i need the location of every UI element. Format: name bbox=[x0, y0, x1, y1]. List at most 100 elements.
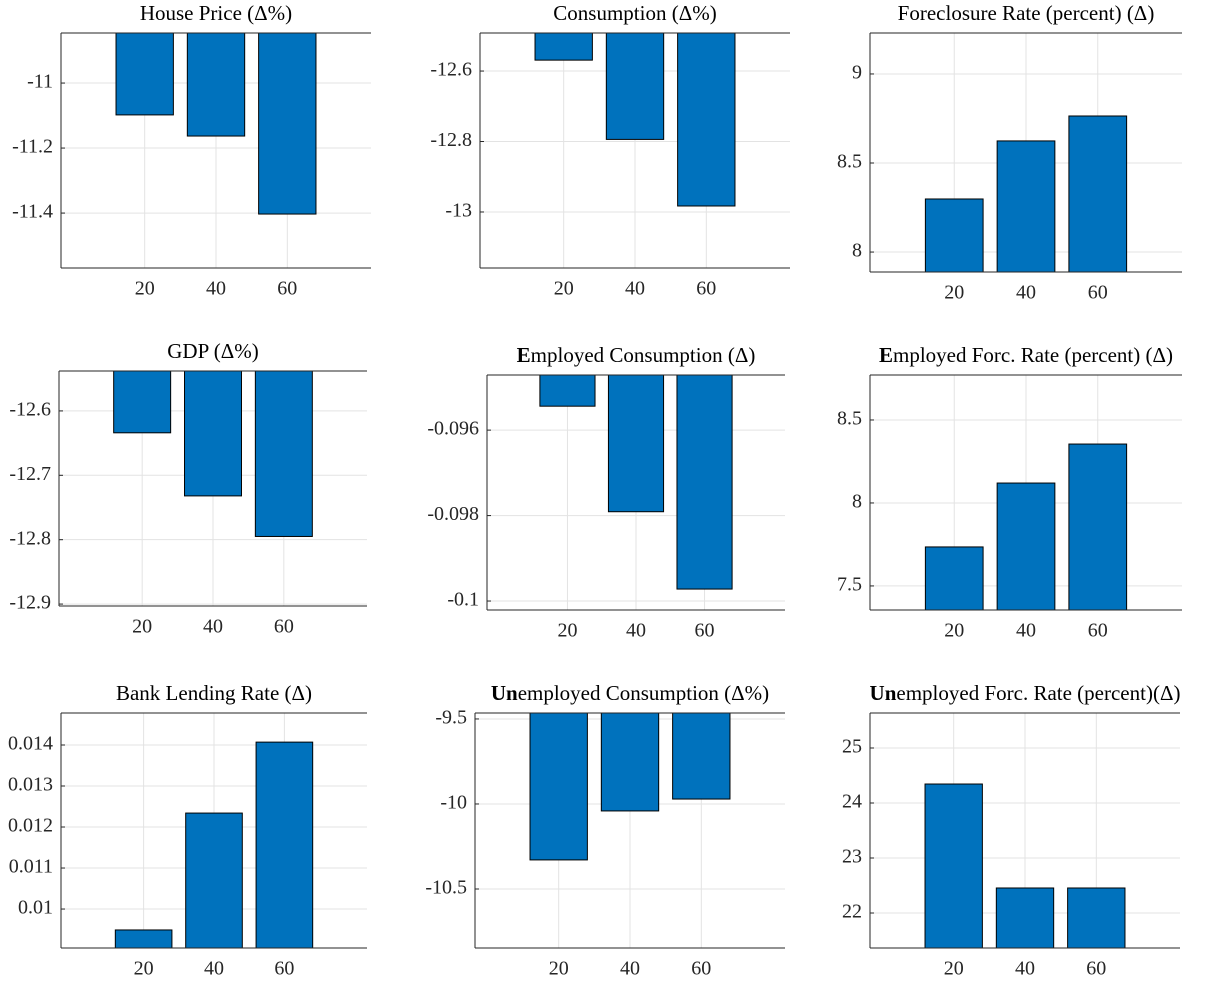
x-tick-label: 60 bbox=[1088, 620, 1108, 642]
panel-title: Consumption (Δ%) bbox=[553, 1, 716, 25]
x-tick-label: 20 bbox=[944, 958, 964, 980]
panel-title: Employed Forc. Rate (percent) (Δ) bbox=[879, 343, 1173, 367]
x-tick-label: 60 bbox=[695, 620, 715, 642]
y-tick-label: -13 bbox=[445, 200, 472, 222]
y-tick-label: -9.5 bbox=[435, 707, 467, 729]
x-tick-label: 60 bbox=[274, 616, 294, 638]
panel: House Price (Δ%) -11.4 -11.2 -11 20 40 60 bbox=[12, 1, 371, 300]
panel: Unemployed Consumption (Δ%) -10.5 -10 -9.5 2… bbox=[425, 681, 785, 980]
bar bbox=[186, 32, 246, 137]
y-tick-label: -12.6 bbox=[9, 399, 51, 421]
panel-title: Unemployed Forc. Rate (percent)(Δ) bbox=[870, 681, 1181, 705]
bar bbox=[677, 32, 736, 207]
x-tick-label: 40 bbox=[206, 278, 226, 300]
title-bold: E bbox=[879, 343, 893, 367]
y-tick-label: -11.4 bbox=[12, 201, 53, 223]
panel: Bank Lending Rate (Δ) 0.01 0.011 0.012 0.013… bbox=[8, 681, 367, 980]
y-tick-label: 23 bbox=[842, 846, 862, 868]
bar bbox=[258, 32, 317, 215]
y-tick-label: 8 bbox=[852, 240, 862, 262]
bar bbox=[924, 546, 984, 611]
y-tick-label: -0.098 bbox=[427, 503, 479, 525]
y-tick-label: 8 bbox=[852, 491, 862, 513]
bar bbox=[529, 712, 588, 861]
bar bbox=[924, 783, 983, 949]
y-tick-label: -10 bbox=[440, 792, 467, 814]
bar bbox=[600, 712, 660, 812]
x-tick-label: 60 bbox=[274, 958, 294, 980]
y-tick-label: 0.014 bbox=[8, 733, 53, 755]
x-tick-label: 60 bbox=[696, 278, 716, 300]
x-tick-label: 40 bbox=[626, 620, 646, 642]
panel-title: House Price (Δ%) bbox=[140, 1, 292, 25]
panel: Employed Forc. Rate (percent) (Δ) 7.5 8 8.5… bbox=[837, 343, 1182, 642]
x-tick-label: 20 bbox=[557, 620, 577, 642]
y-tick-label: -12.9 bbox=[9, 592, 51, 614]
title-text: employed Forc. Rate (percent)(Δ) bbox=[896, 681, 1180, 705]
title-bold: Un bbox=[870, 681, 897, 705]
panel-title: Bank Lending Rate (Δ) bbox=[116, 681, 312, 705]
bar bbox=[1067, 887, 1126, 949]
y-tick-label: 0.011 bbox=[9, 856, 53, 878]
bar bbox=[672, 712, 731, 800]
x-tick-label: 20 bbox=[554, 278, 574, 300]
panel-title: Unemployed Consumption (Δ%) bbox=[491, 681, 769, 705]
panel: Consumption (Δ%) -13 -12.8 -12.6 20 40 60 bbox=[430, 1, 790, 300]
x-tick-label: 40 bbox=[620, 958, 640, 980]
x-tick-label: 20 bbox=[132, 616, 152, 638]
y-tick-label: 0.013 bbox=[8, 774, 53, 796]
bar bbox=[254, 370, 313, 537]
bar bbox=[607, 374, 665, 513]
y-tick-label: 25 bbox=[842, 736, 862, 758]
panel: Employed Consumption (Δ) -0.1 -0.098 -0.096… bbox=[427, 343, 785, 642]
bar bbox=[924, 198, 984, 273]
panel: Foreclosure Rate (percent) (Δ) 8 8.5 9 20 40 6… bbox=[837, 1, 1182, 304]
bar bbox=[996, 482, 1056, 611]
x-tick-label: 40 bbox=[204, 958, 224, 980]
bar bbox=[114, 929, 173, 949]
bar bbox=[184, 370, 242, 497]
x-tick-label: 60 bbox=[277, 278, 297, 300]
bar bbox=[113, 370, 172, 434]
title-bold: E bbox=[517, 343, 531, 367]
bar bbox=[1068, 443, 1128, 611]
x-tick-label: 20 bbox=[944, 282, 964, 304]
title-text: employed Consumption (Δ%) bbox=[518, 681, 769, 705]
bar bbox=[534, 32, 593, 61]
x-tick-label: 40 bbox=[1015, 958, 1035, 980]
bar bbox=[676, 374, 733, 590]
title-bold: Un bbox=[491, 681, 518, 705]
x-tick-label: 20 bbox=[135, 278, 155, 300]
x-tick-label: 60 bbox=[691, 958, 711, 980]
bar bbox=[1068, 115, 1128, 273]
x-tick-label: 60 bbox=[1086, 958, 1106, 980]
x-tick-label: 40 bbox=[1016, 620, 1036, 642]
y-tick-label: -12.8 bbox=[430, 129, 472, 151]
y-tick-label: -11 bbox=[27, 71, 53, 93]
y-tick-label: -12.6 bbox=[430, 59, 472, 81]
panel: GDP (Δ%) -12.9 -12.8 -12.7 -12.6 20 40 60 bbox=[9, 339, 367, 638]
y-tick-label: -12.8 bbox=[9, 527, 51, 549]
x-tick-label: 40 bbox=[1016, 282, 1036, 304]
y-tick-label: 7.5 bbox=[837, 574, 862, 596]
x-tick-label: 20 bbox=[134, 958, 154, 980]
y-tick-label: 9 bbox=[852, 62, 862, 84]
bar bbox=[185, 812, 243, 949]
x-tick-label: 60 bbox=[1088, 282, 1108, 304]
title-text: mployed Forc. Rate (percent) (Δ) bbox=[893, 343, 1173, 367]
bar bbox=[996, 140, 1056, 273]
y-tick-label: 0.012 bbox=[8, 815, 53, 837]
y-tick-label: -0.1 bbox=[447, 589, 479, 611]
bar bbox=[995, 887, 1055, 949]
y-tick-label: 0.01 bbox=[18, 897, 53, 919]
x-tick-label: 40 bbox=[203, 616, 223, 638]
panel-title: GDP (Δ%) bbox=[167, 339, 258, 363]
title-text: mployed Consumption (Δ) bbox=[531, 343, 756, 367]
y-tick-label: -12.7 bbox=[9, 463, 51, 485]
panel-title: Employed Consumption (Δ) bbox=[517, 343, 756, 367]
x-tick-label: 20 bbox=[944, 620, 964, 642]
y-tick-label: 8.5 bbox=[837, 408, 862, 430]
y-tick-label: 8.5 bbox=[837, 151, 862, 173]
y-tick-label: 24 bbox=[842, 791, 862, 813]
